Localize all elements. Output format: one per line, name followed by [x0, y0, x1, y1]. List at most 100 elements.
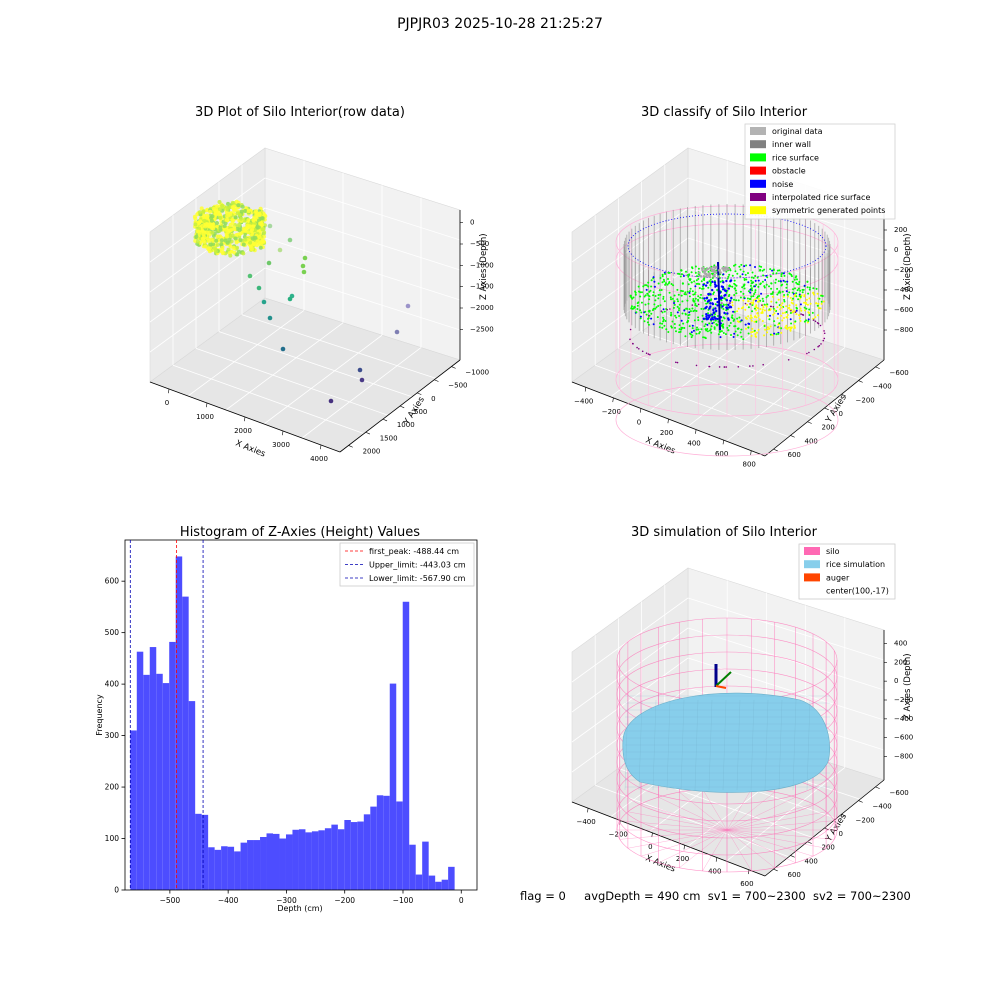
raw-point	[214, 238, 219, 243]
avg-depth-text: avgDepth = 490 cm	[584, 889, 701, 903]
classified-point	[761, 280, 764, 283]
original-point	[718, 269, 721, 272]
raw-point	[262, 230, 267, 235]
noise-point	[727, 318, 730, 321]
raw-point	[259, 222, 264, 227]
interpolated-point	[629, 328, 632, 331]
classified-point	[740, 263, 743, 266]
classified-point	[731, 285, 734, 288]
classified-point	[753, 293, 756, 295]
classified-point	[750, 319, 753, 322]
classified-point	[757, 328, 760, 331]
raw-point	[228, 253, 233, 258]
classified-point	[643, 320, 646, 323]
classified-point	[747, 322, 750, 325]
classified-point	[659, 304, 662, 307]
classified-point	[678, 315, 681, 317]
panel-simulation-x-tick-label: 0	[648, 843, 652, 851]
classified-point	[709, 278, 712, 281]
panel-simulation-z-tick-label: −200	[894, 696, 913, 704]
classified-point	[708, 280, 711, 283]
panel-raw-y-tick	[348, 445, 353, 448]
noise-point	[725, 299, 729, 302]
classified-point	[767, 294, 769, 297]
classified-point	[672, 284, 675, 287]
classified-point	[702, 336, 705, 339]
original-point	[702, 266, 705, 270]
silo-wireframe-line	[726, 829, 775, 869]
interpolated-point	[817, 345, 819, 348]
panel-raw-z-tick-label: −1000	[470, 261, 494, 269]
legend-label: center(100,-17)	[826, 587, 889, 596]
classified-point	[706, 323, 709, 326]
panel-raw-x-tick-label: 2000	[234, 427, 252, 435]
classified-point	[805, 303, 807, 305]
classified-point	[781, 312, 784, 315]
classified-point	[808, 297, 811, 300]
panel-classify-y-tick	[824, 407, 829, 411]
classified-point	[732, 336, 735, 338]
raw-point	[239, 216, 244, 221]
classified-point	[720, 330, 723, 333]
interpolated-point	[794, 311, 797, 314]
legend-label: silo	[826, 547, 840, 556]
classified-point	[680, 269, 683, 272]
classified-point	[786, 280, 789, 283]
raw-point	[218, 207, 222, 212]
classified-point	[731, 274, 734, 277]
histogram-y-label: Frequency	[95, 694, 104, 736]
panel-classify-y-tick	[875, 366, 880, 369]
classified-point	[793, 324, 796, 327]
raw-point	[203, 224, 208, 229]
legend-swatch	[804, 547, 820, 555]
raw-point	[246, 218, 251, 223]
raw-point	[251, 218, 256, 223]
classified-point	[754, 333, 757, 336]
panel-raw-z-tick-label: −2000	[470, 304, 494, 312]
raw-point	[213, 246, 217, 251]
classified-point	[775, 333, 778, 336]
legend-swatch	[750, 193, 766, 201]
noise-point	[726, 312, 729, 315]
interpolated-point	[749, 365, 751, 367]
legend-swatch	[804, 573, 820, 582]
panel-classify-x-tick-label: −400	[574, 397, 593, 405]
classified-point	[785, 326, 787, 329]
classified-point	[680, 289, 683, 292]
classified-point	[754, 298, 757, 301]
classified-point	[729, 322, 732, 324]
silo-wireframe-line	[679, 791, 728, 831]
histogram-bar	[253, 840, 261, 890]
classified-point	[820, 300, 823, 303]
classified-point	[788, 291, 791, 294]
classified-point	[671, 297, 674, 300]
classified-point	[703, 336, 706, 339]
panel-classify-y-tick-label: 200	[822, 424, 835, 432]
classified-point	[779, 291, 782, 294]
raw-point	[287, 296, 293, 302]
classified-point	[763, 325, 766, 327]
classified-point	[721, 324, 724, 327]
classified-point	[762, 300, 765, 303]
raw-point	[197, 220, 202, 225]
classified-point	[661, 311, 664, 314]
legend-label: interpolated rice surface	[772, 193, 870, 202]
classified-point	[704, 323, 707, 326]
histogram-bar	[175, 556, 183, 890]
classified-point	[769, 333, 772, 336]
silo-wireframe-line	[726, 829, 814, 857]
classified-point	[657, 294, 660, 296]
panel-raw-y-tick	[417, 392, 422, 395]
original-point	[704, 275, 708, 278]
classified-point	[766, 303, 769, 306]
classified-point	[638, 290, 640, 293]
classified-point	[650, 317, 653, 320]
classified-point	[736, 320, 739, 323]
classified-point	[664, 320, 667, 322]
classified-point	[761, 308, 764, 311]
classified-point	[771, 291, 774, 294]
legend-label: Lower_limit: -567.90 cm	[369, 574, 466, 583]
classified-point	[739, 331, 742, 334]
rice-mesh-line	[792, 699, 797, 791]
classified-point	[742, 299, 745, 302]
